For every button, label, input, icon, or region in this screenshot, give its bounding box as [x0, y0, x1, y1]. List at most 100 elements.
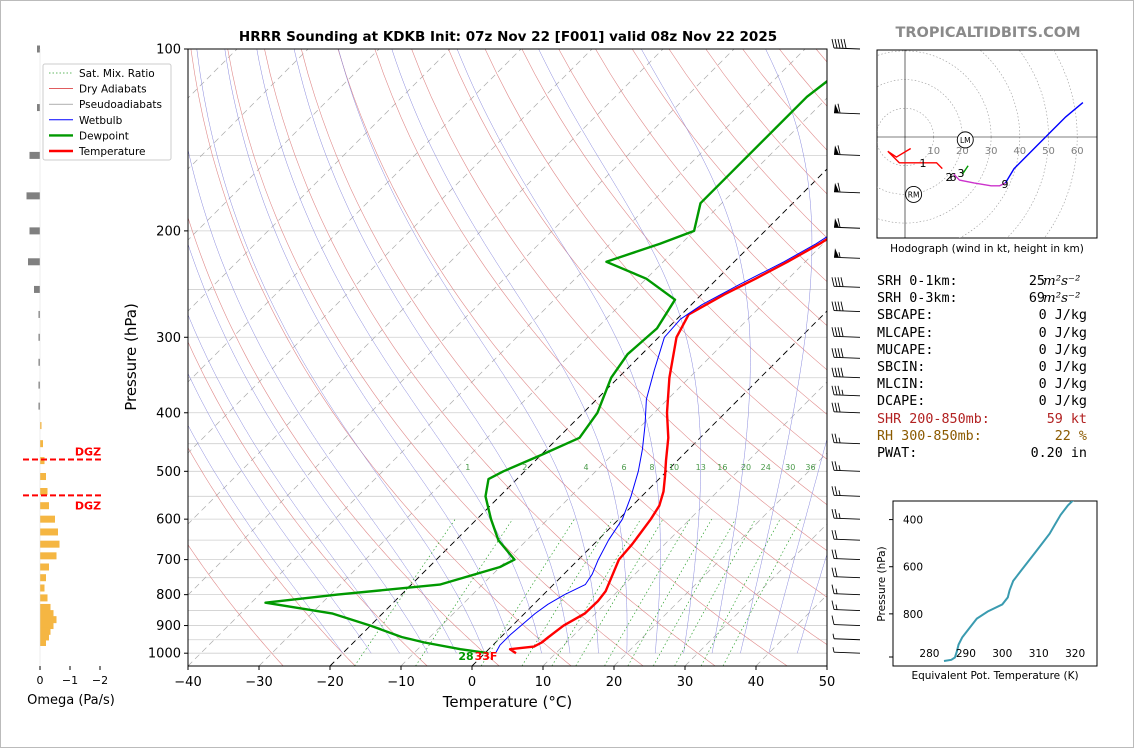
omega-bar [40, 540, 60, 548]
barb-staff [833, 517, 861, 520]
barb-full [837, 182, 841, 192]
wind-barb [833, 145, 861, 156]
stat-row: SBCIN: 0 J/kg [877, 359, 1107, 376]
wind-barb [831, 615, 861, 627]
barb-full [837, 367, 841, 377]
pseudoadiabat [538, 49, 701, 654]
barb-full [834, 486, 838, 496]
ytick-label: 400 [156, 406, 181, 421]
barb-full [834, 433, 838, 443]
omega-bar [40, 638, 46, 646]
barb-full [837, 385, 841, 395]
ytick-label: 600 [156, 513, 181, 528]
barb-half [841, 389, 844, 395]
omega-bar [40, 515, 55, 523]
wind-barb [831, 433, 861, 445]
theta-xtick-label: 280 [919, 648, 939, 660]
ytick-label: 200 [156, 224, 181, 239]
barb-full [831, 348, 835, 358]
xtick-label: −40 [174, 675, 201, 690]
barb-half [832, 633, 835, 639]
omega-xlabel: Omega (Pa/s) [27, 693, 115, 708]
omega-panel: 0 −1 −2 Omega (Pa/s) DGZ DGZ [23, 45, 115, 708]
barb-full [831, 38, 835, 49]
omega-bar [40, 502, 49, 510]
barb-full [831, 461, 835, 471]
pseudoadiabat [188, 148, 457, 654]
dry-adiabat [301, 49, 788, 666]
ytick-label: 100 [156, 43, 181, 58]
pseudoadiabat [188, 313, 400, 654]
ytick-label: 700 [156, 553, 181, 568]
barb-staff [833, 256, 861, 259]
barb-staff [833, 558, 861, 561]
mixing-ratio-line [674, 519, 756, 666]
barb-staff [833, 47, 861, 50]
theta-ytick-label: 400 [903, 515, 923, 527]
skewt-ylabel: Pressure (hPa) [122, 303, 140, 411]
stat-row: DCAPE: 0 J/kg [877, 393, 1107, 410]
barb-full [831, 509, 835, 519]
omega-bar [34, 285, 40, 293]
barb-half [838, 437, 841, 443]
barb-staff [833, 226, 861, 229]
theta-xlabel: Equivalent Pot. Temperature (K) [911, 670, 1078, 682]
isotherm-line [188, 49, 806, 666]
barb-full [837, 402, 841, 412]
stat-label: MUCAPE: [877, 342, 934, 358]
stat-value: 0.20 in [1030, 445, 1087, 461]
pseudoadiabat [188, 243, 429, 654]
barb-full [837, 103, 841, 113]
wind-barb [831, 38, 861, 50]
xtick-label: 40 [748, 675, 765, 690]
theta-xtick-label: 290 [956, 648, 976, 660]
mixing-ratio-line [627, 519, 713, 666]
omega-bar [40, 574, 46, 582]
dry-adiabat [411, 49, 827, 552]
stat-label: PWAT: [877, 445, 918, 461]
wind-barb [831, 277, 861, 288]
stat-value: 0 J/kg [1038, 359, 1087, 375]
omega-bar [40, 627, 51, 635]
barb-full [840, 367, 844, 377]
barb-staff [833, 651, 861, 654]
hodo-segment [961, 165, 969, 175]
mixing-ratio-label: 13 [696, 463, 706, 472]
barb-staff [833, 191, 861, 194]
legend-label: Pseudoadiabats [79, 99, 162, 111]
stat-value: 0 J/kg [1038, 342, 1087, 358]
omega-bar [40, 422, 42, 430]
mixing-ratio-line [604, 519, 691, 666]
theta-xtick-label: 300 [992, 648, 1012, 660]
wind-barb [831, 327, 861, 338]
barb-full [837, 327, 841, 337]
isotherm-line [613, 452, 827, 666]
xtick-label: −20 [316, 675, 343, 690]
wind-barb [831, 530, 861, 541]
pseudoadiabat [338, 49, 599, 654]
barb-half [835, 588, 838, 594]
omega-bar [38, 358, 40, 366]
theta-frame [892, 500, 1098, 667]
xtick-label: 20 [606, 675, 623, 690]
barb-flag [834, 218, 839, 228]
wind-barb [832, 647, 861, 654]
stat-value: 25 [1028, 274, 1045, 289]
omega-bar [40, 528, 58, 536]
omega-bar [28, 258, 40, 266]
figure-title: HRRR Sounding at KDKB Init: 07z Nov 22 [… [239, 29, 777, 45]
theta-content [943, 501, 1074, 662]
barb-full [840, 327, 844, 337]
dry-adiabat [337, 49, 827, 645]
dry-adiabat [188, 544, 284, 666]
wind-barb [831, 385, 861, 397]
dgz-label: DGZ [75, 499, 101, 512]
barb-staff [833, 285, 861, 288]
omega-bar [40, 552, 57, 560]
barb-staff [833, 376, 861, 379]
barb-staff [833, 638, 861, 641]
mixing-ratio-labels: 1 2 4 6 8 10 13 16 20 24 30 36 [465, 463, 815, 472]
barb-full [831, 433, 835, 443]
stat-label: RH 300-850mb: [877, 428, 982, 444]
